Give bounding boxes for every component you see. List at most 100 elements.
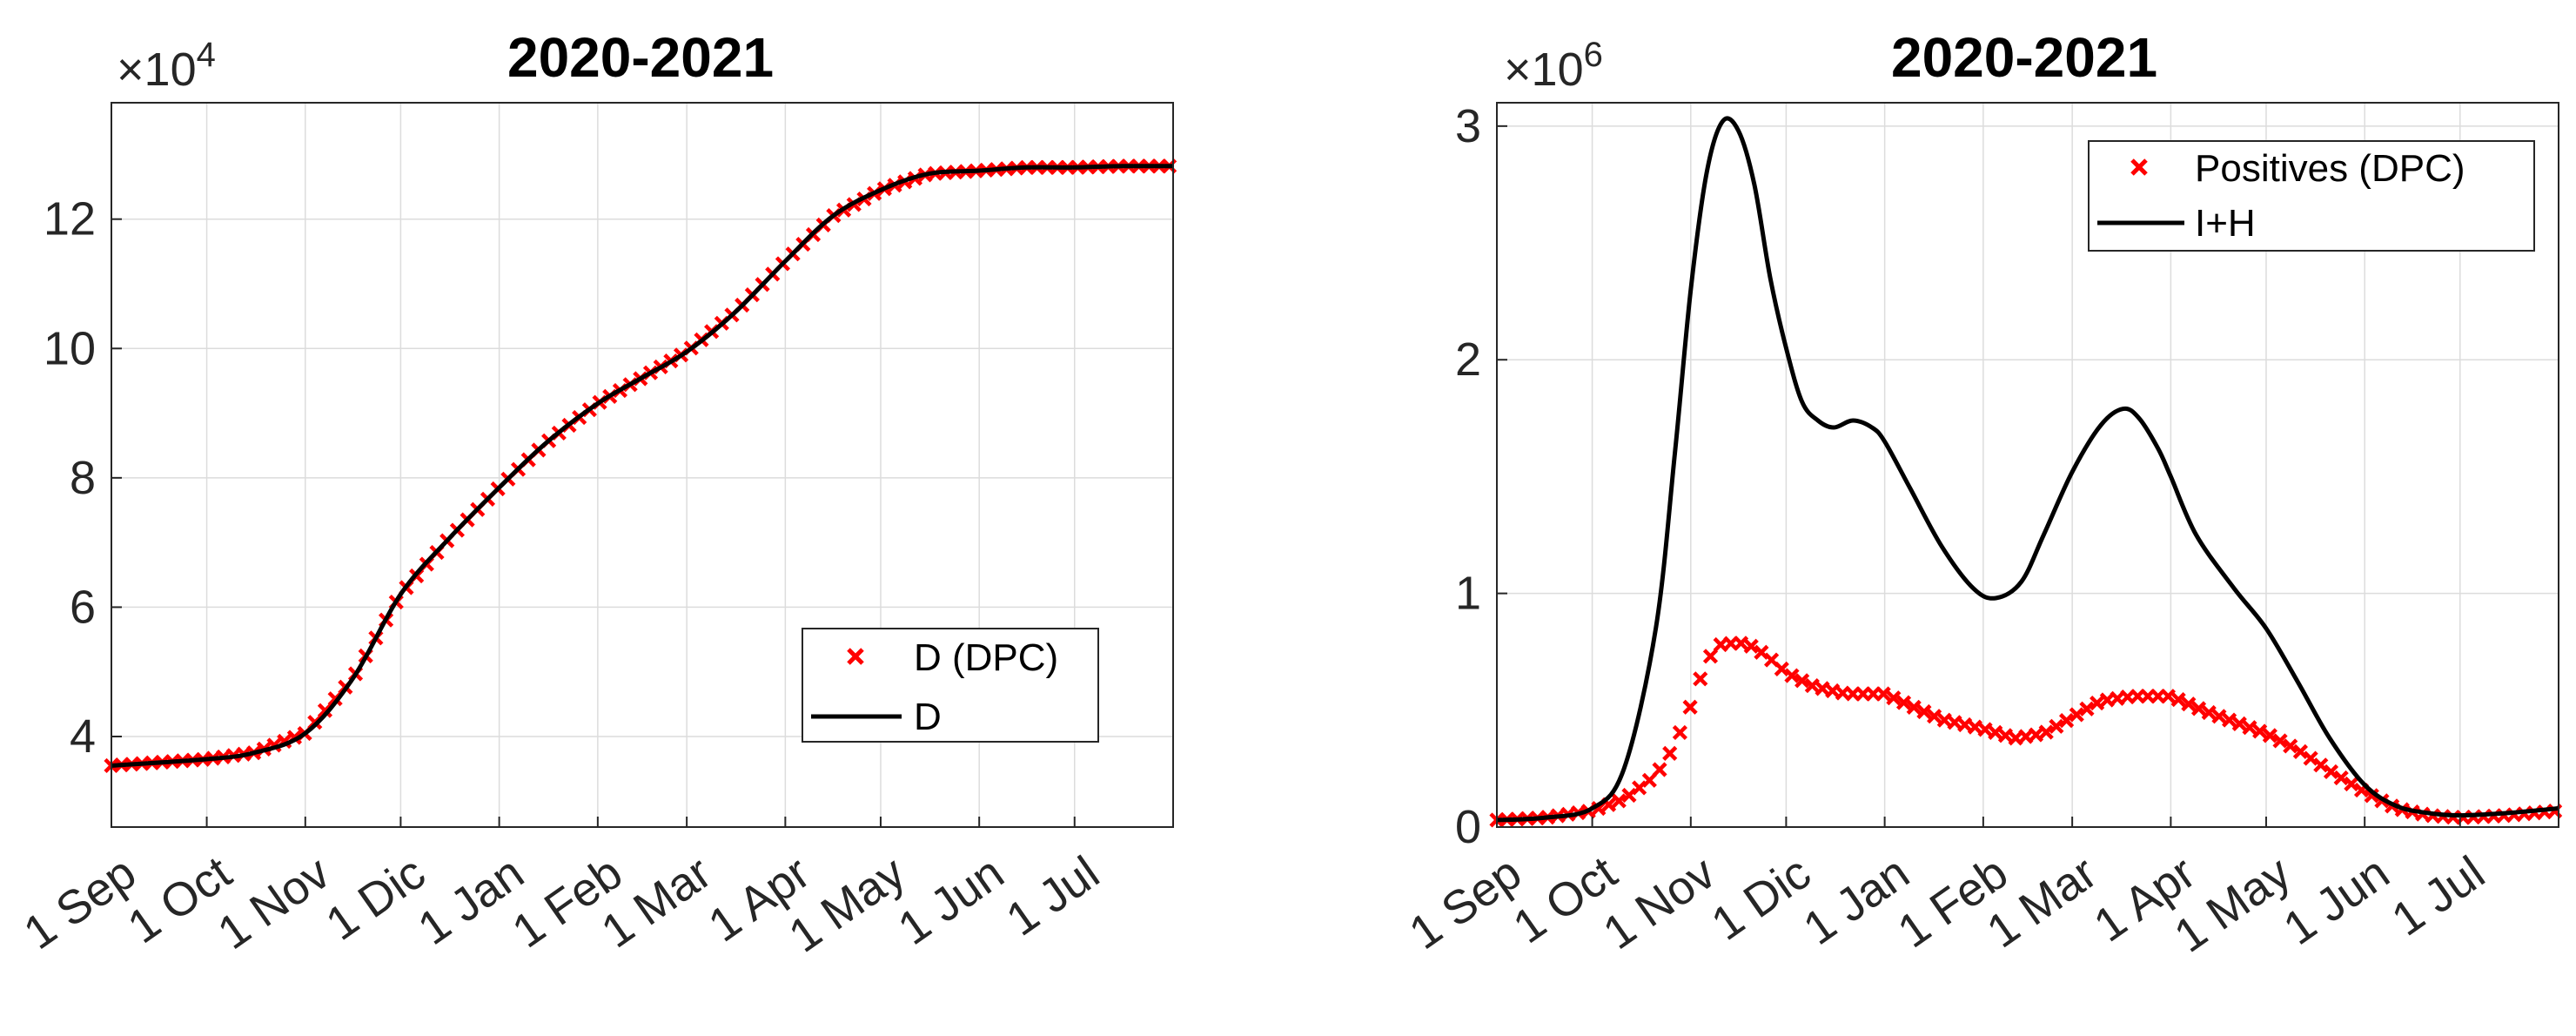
right-series-marker-positives-dpc bbox=[2211, 709, 2227, 724]
right-series-marker-positives-dpc bbox=[2313, 757, 2329, 773]
right-series-marker-positives-dpc bbox=[1967, 719, 1982, 735]
right-series-marker-positives-dpc bbox=[1733, 636, 1749, 651]
right-series-marker-positives-dpc bbox=[1988, 724, 2003, 740]
right-series-marker-positives-dpc bbox=[1672, 724, 1687, 741]
right-chart-y-tick-label: 1 bbox=[1455, 568, 1481, 620]
right-series-marker-positives-dpc bbox=[2181, 696, 2197, 712]
right-series-marker-positives-dpc bbox=[2028, 727, 2044, 743]
right-chart-x-tick-label: 1 Sep bbox=[1400, 846, 1531, 959]
left-chart-x-tick-label: 1 Nov bbox=[209, 846, 339, 959]
right-series-marker-positives-dpc bbox=[1652, 762, 1667, 777]
right-series-marker-positives-dpc bbox=[2283, 738, 2298, 754]
right-chart-y-tick-label: 3 bbox=[1455, 100, 1481, 152]
right-series-marker-positives-dpc bbox=[2323, 764, 2339, 780]
right-series-marker-positives-dpc bbox=[2252, 723, 2268, 739]
right-series-line-i-h bbox=[1496, 116, 2559, 823]
right-series-marker-positives-dpc bbox=[2242, 720, 2257, 736]
left-chart-y-tick-label: 6 bbox=[70, 581, 96, 633]
right-series-marker-positives-dpc bbox=[2069, 707, 2084, 723]
right-series-marker-positives-dpc bbox=[1886, 690, 1902, 706]
right-series-marker-positives-dpc bbox=[1927, 709, 1942, 724]
right-series-marker-positives-dpc bbox=[1641, 772, 1657, 788]
right-series-marker-positives-dpc bbox=[2364, 788, 2379, 804]
left-legend-label-d-dpc: D (DPC) bbox=[914, 636, 1058, 679]
left-chart-title: 2020-2021 bbox=[507, 26, 774, 89]
right-series-marker-positives-dpc bbox=[1774, 661, 1789, 676]
right-chart-y-exponent-power: 6 bbox=[1584, 36, 1603, 74]
right-chart-axes-box bbox=[1496, 102, 2559, 828]
left-series-marker-d-dpc bbox=[317, 703, 333, 718]
right-series-marker-positives-dpc bbox=[2038, 724, 2054, 740]
right-series-marker-positives-dpc bbox=[2160, 689, 2177, 704]
right-series-marker-positives-dpc bbox=[2344, 776, 2359, 792]
right-series-marker-positives-dpc bbox=[1815, 681, 1830, 696]
right-series-marker-positives-dpc bbox=[1906, 699, 1922, 715]
right-legend-label-positives: Positives (DPC) bbox=[2195, 147, 2465, 190]
right-series-marker-positives-dpc bbox=[2262, 728, 2277, 743]
right-chart-x-tick-label: 1 Jul bbox=[2383, 846, 2494, 946]
left-chart-y-tick-label: 12 bbox=[44, 193, 96, 246]
right-chart-x-tick-label: 1 Nov bbox=[1594, 846, 1725, 959]
left-chart-x-tick-label: 1 Dic bbox=[317, 846, 434, 951]
left-chart-y-tick-label: 10 bbox=[44, 322, 96, 374]
right-legend-box bbox=[2088, 140, 2535, 252]
left-legend-marker-d-dpc bbox=[847, 648, 864, 665]
right-series-marker-positives-dpc bbox=[2333, 770, 2349, 786]
left-chart-x-tick-label: 1 Sep bbox=[15, 846, 145, 959]
right-series-marker-positives-dpc bbox=[1784, 668, 1800, 683]
right-chart-x-tick-label: 1 Jan bbox=[1794, 846, 1919, 955]
right-series-marker-positives-dpc bbox=[2058, 713, 2075, 729]
left-chart-legend: D (DPC) D bbox=[802, 628, 1099, 743]
left-chart-y-exponent-base: ×10 bbox=[117, 44, 197, 96]
right-chart-x-tick-label: 1 Jun bbox=[2274, 846, 2398, 955]
right-series-marker-positives-dpc bbox=[1794, 673, 1810, 689]
right-legend-label-ih: I+H bbox=[2195, 202, 2256, 245]
left-chart-y-tick-label: 8 bbox=[70, 452, 96, 504]
right-series-marker-positives-dpc bbox=[2221, 712, 2237, 728]
right-series-marker-positives-dpc bbox=[1957, 716, 1973, 733]
left-chart-series bbox=[104, 158, 1177, 774]
right-chart-y-exponent: ×106 bbox=[1504, 36, 1603, 96]
right-legend-marker-positives bbox=[2130, 158, 2148, 176]
right-series-marker-positives-dpc bbox=[1875, 686, 1891, 702]
left-chart-y-exponent-power: 4 bbox=[197, 36, 216, 74]
right-series-marker-positives-dpc bbox=[1693, 671, 1708, 687]
right-series-marker-positives-dpc bbox=[2049, 718, 2064, 734]
right-chart-y-tick-label: 2 bbox=[1455, 333, 1481, 386]
right-series-marker-positives-dpc bbox=[2292, 743, 2308, 759]
right-series-marker-positives-dpc bbox=[1825, 683, 1841, 699]
right-chart-x-tick-label: 1 Dic bbox=[1702, 846, 1820, 951]
right-series-marker-positives-dpc bbox=[1916, 703, 1932, 720]
right-series-marker-positives-dpc bbox=[1977, 722, 1993, 737]
right-series-marker-positives-dpc bbox=[1682, 699, 1698, 715]
right-series-marker-positives-dpc bbox=[2231, 716, 2247, 731]
left-chart-x-tick-label: 1 Jul bbox=[997, 846, 1109, 946]
right-series-marker-positives-dpc bbox=[1804, 677, 1820, 694]
right-chart-title: 2020-2021 bbox=[1891, 26, 2157, 89]
right-series-marker-positives-dpc bbox=[1662, 745, 1678, 761]
left-chart-x-tick-label: 1 Jan bbox=[409, 846, 533, 955]
right-chart-legend: Positives (DPC) I+H bbox=[2088, 140, 2535, 252]
right-series-marker-positives-dpc bbox=[1611, 793, 1627, 809]
right-chart-y-exponent-base: ×10 bbox=[1504, 44, 1584, 96]
right-series-marker-positives-dpc bbox=[1702, 649, 1719, 664]
right-series-marker-positives-dpc bbox=[1936, 712, 1952, 728]
right-series-marker-positives-dpc bbox=[2201, 704, 2217, 721]
right-series-marker-positives-dpc bbox=[2272, 733, 2288, 749]
left-series-line-d bbox=[111, 164, 1174, 768]
left-chart-axes-box bbox=[111, 102, 1174, 828]
right-series-marker-positives-dpc bbox=[2303, 750, 2318, 766]
right-series-marker-positives-dpc bbox=[1947, 715, 1962, 730]
right-series-marker-positives-dpc bbox=[2090, 695, 2105, 711]
right-series-marker-positives-dpc bbox=[2170, 691, 2186, 708]
left-chart-x-tick-label: 1 Jun bbox=[889, 846, 1013, 955]
right-series-marker-positives-dpc bbox=[1743, 638, 1759, 654]
right-chart-series bbox=[1489, 116, 2563, 828]
left-chart-y-exponent: ×104 bbox=[117, 36, 216, 96]
left-chart-y-tick-label: 4 bbox=[70, 710, 96, 763]
right-series-marker-positives-dpc bbox=[1895, 695, 1912, 710]
left-legend-box bbox=[802, 628, 1099, 743]
